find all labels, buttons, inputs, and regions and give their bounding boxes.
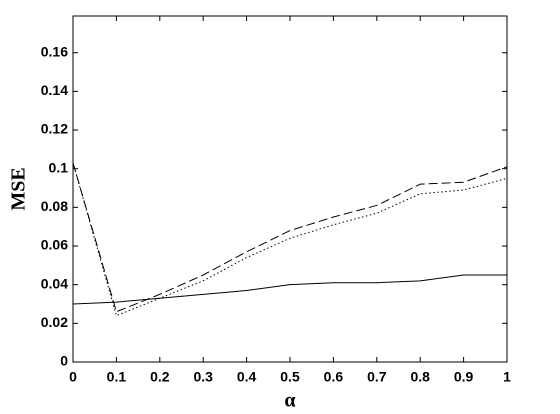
x-tick-label: 0.9: [454, 369, 474, 385]
y-tick-label: 0.1: [49, 159, 69, 175]
x-tick-label: 0.3: [193, 369, 213, 385]
x-tick-label: 0.7: [367, 369, 387, 385]
y-tick-label: 0.14: [41, 82, 68, 98]
series-line: [72, 162, 508, 317]
y-tick-label: 0.12: [41, 121, 68, 137]
y-tick-label: 0.08: [41, 198, 68, 214]
series-line: [72, 274, 507, 305]
y-tick-label: 0.04: [41, 275, 68, 291]
y-tick-label: 0.06: [41, 237, 68, 253]
x-tick-label: 1: [503, 369, 511, 385]
x-tick-label: 0.5: [280, 369, 300, 385]
x-tick-label: 0.8: [410, 369, 430, 385]
series-line: [72, 162, 508, 313]
y-tick-label: 0.02: [41, 314, 68, 330]
y-tick-label: 0: [60, 353, 68, 369]
y-axis-label: MSE: [8, 167, 30, 210]
x-tick-label: 0.4: [237, 369, 257, 385]
x-axis-label: α: [284, 390, 295, 412]
x-tick-label: 0.6: [324, 369, 344, 385]
x-tick-label: 0.2: [150, 369, 170, 385]
x-tick-label: 0.1: [107, 369, 127, 385]
x-tick-label: 0: [69, 369, 77, 385]
y-tick-label: 0.16: [41, 43, 68, 59]
